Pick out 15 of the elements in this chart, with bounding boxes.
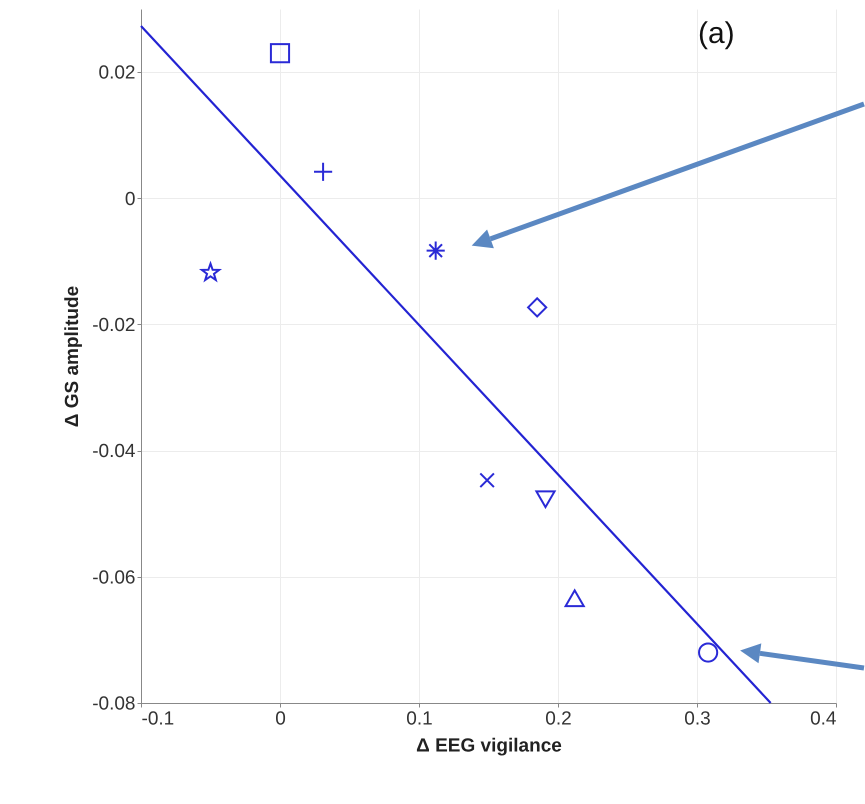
x-tick-label: -0.1 [142, 708, 174, 730]
y-tick-label: 0 [124, 188, 136, 210]
y-tick-label: -0.02 [92, 314, 136, 336]
y-tick-label: -0.08 [92, 694, 136, 714]
y-tick-label: -0.04 [92, 441, 136, 462]
x-tick-label: 0.4 [810, 708, 837, 730]
x-tick-label: 0.2 [545, 708, 572, 730]
y-tick-label: 0.02 [98, 62, 136, 84]
x-tick-label: 0.3 [684, 708, 711, 730]
x-tick-label: 0.1 [406, 708, 433, 730]
y-tick-label: -0.06 [92, 567, 136, 588]
x-axis-title: Δ EEG vigilance [416, 736, 562, 756]
y-axis-title: Δ GS amplitude [62, 286, 84, 428]
annotation: (a) [698, 17, 735, 50]
x-tick-label: 0 [275, 708, 286, 730]
